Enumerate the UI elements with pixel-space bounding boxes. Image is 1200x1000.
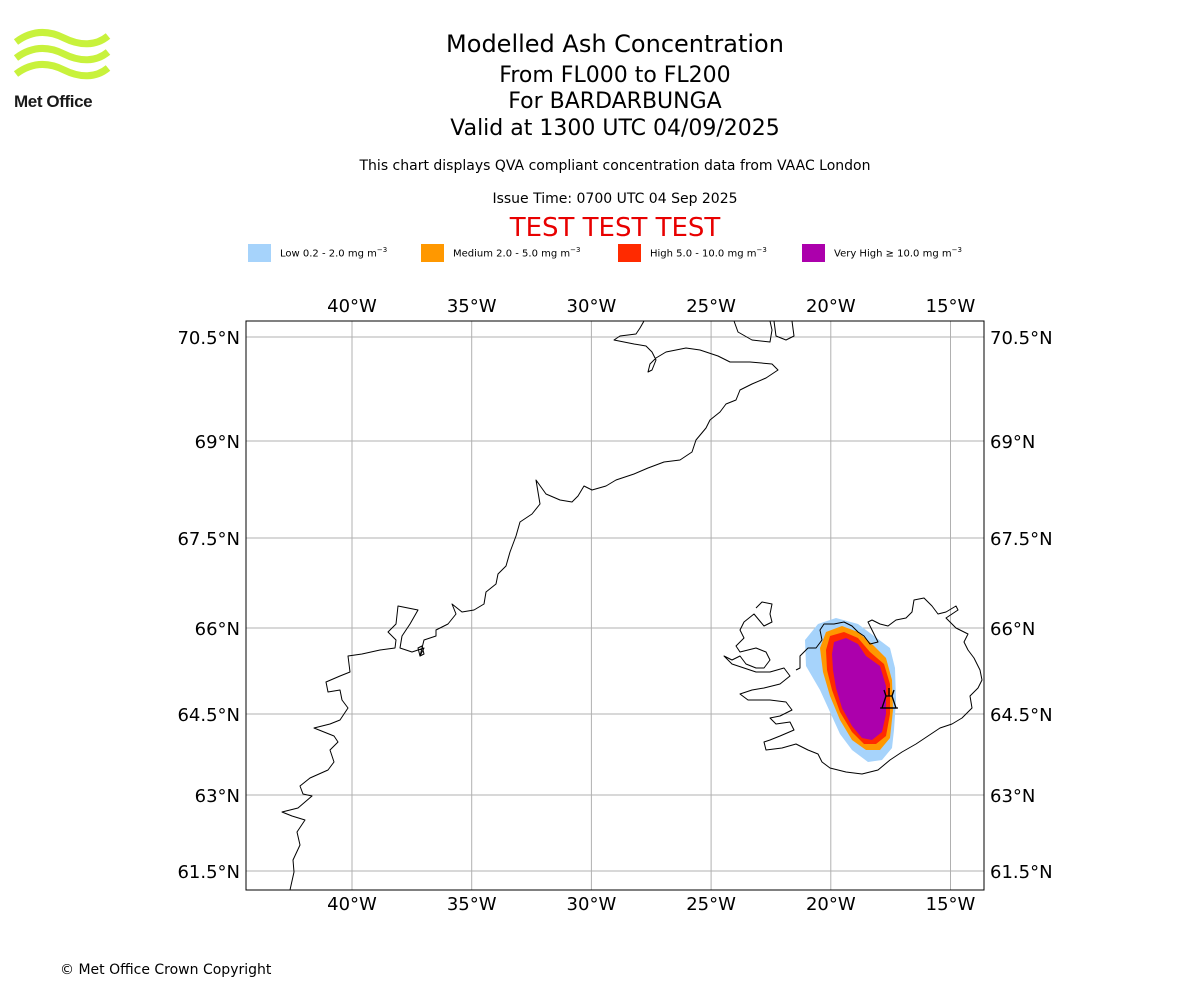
lon-tick-label-bottom: 30°W [567,894,617,915]
met-office-logo [13,29,111,80]
lat-tick-label-right: 66°N [990,619,1035,640]
lon-tick-label-top: 30°W [567,296,617,317]
lat-tick-label-left: 70.5°N [177,328,240,349]
legend-label-very-high: Very High ≥ 10.0 mg m [834,248,952,260]
lat-tick-label-left: 66°N [195,619,240,640]
lon-tick-label-top: 40°W [327,296,377,317]
lon-tick-label-top: 20°W [806,296,856,317]
lat-tick-label-left: 64.5°N [177,705,240,726]
greenland-island [417,645,425,657]
flight-level-range: From FL000 to FL200 [499,63,731,88]
data-source-note: This chart displays QVA compliant concen… [359,158,871,174]
legend-swatch-high [618,244,641,262]
volcano-icon [880,688,898,709]
logo-text: Met Office [14,92,93,111]
map-frame [245,320,985,891]
greenland-coast [281,321,779,890]
lat-tick-label-left: 67.5°N [177,529,240,550]
lon-tick-label-top: 15°W [926,296,976,317]
legend-label-low: Low 0.2 - 2.0 mg m [280,248,377,260]
lat-tick-label-left: 69°N [195,432,240,453]
lon-tick-label-bottom: 20°W [806,894,856,915]
legend-swatch-very-high [802,244,825,262]
legend-swatch-medium [421,244,444,262]
axis-tick-labels: 40°W 40°W 35°W 35°W 30°W 30°W 25°W 25°W 20°W 20°W… [177,296,1052,915]
graticule [246,321,984,890]
lat-tick-label-left: 63°N [195,786,240,807]
lon-tick-label-bottom: 35°W [447,894,497,915]
legend-unit-exponent: −3 [756,246,767,254]
legend-unit-exponent: −3 [570,246,581,254]
ash-very-high-area [832,638,886,740]
valid-time: Valid at 1300 UTC 04/09/2025 [450,116,780,141]
test-banner: TEST TEST TEST [509,213,721,243]
chart-title: Modelled Ash Concentration [446,30,784,58]
lon-tick-label-bottom: 25°W [686,894,736,915]
lon-tick-label-bottom: 40°W [327,894,377,915]
volcano-name: For BARDARBUNGA [508,89,722,114]
lat-tick-label-left: 61.5°N [177,862,240,883]
lon-tick-label-top: 35°W [447,296,497,317]
lon-tick-label-top: 25°W [686,296,736,317]
iceland-coast [723,597,983,775]
lat-tick-label-right: 67.5°N [990,529,1053,550]
legend-swatch-low [248,244,271,262]
legend-label-high: High 5.0 - 10.0 mg m [650,248,757,260]
legend-unit-exponent: −3 [376,246,388,254]
legend-label-medium: Medium 2.0 - 5.0 mg m [453,248,571,260]
issue-time: Issue Time: 0700 UTC 04 Sep 2025 [492,191,738,207]
ash-plume [805,618,896,762]
lat-tick-label-right: 69°N [990,432,1035,453]
legend-unit-exponent: −3 [951,246,962,254]
lat-tick-label-right: 63°N [990,786,1035,807]
greenland-coast-north [733,321,795,343]
coastlines [281,321,983,890]
copyright-notice: © Met Office Crown Copyright [60,962,272,978]
lon-tick-label-bottom: 15°W [926,894,976,915]
lat-tick-label-right: 70.5°N [990,328,1053,349]
lat-tick-label-right: 61.5°N [990,862,1053,883]
lat-tick-label-right: 64.5°N [990,705,1053,726]
